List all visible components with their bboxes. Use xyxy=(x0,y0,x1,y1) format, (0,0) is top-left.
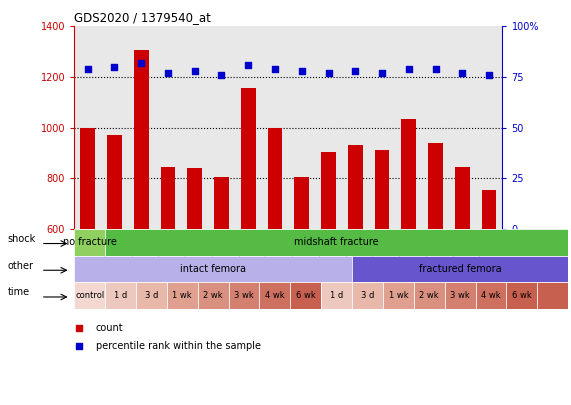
Bar xyxy=(241,88,256,229)
Text: 2 wk: 2 wk xyxy=(203,291,223,300)
Text: 6 wk: 6 wk xyxy=(512,291,532,300)
Point xyxy=(136,60,146,66)
Bar xyxy=(81,128,95,229)
Bar xyxy=(414,282,445,309)
Text: 6 wk: 6 wk xyxy=(296,291,316,300)
Bar xyxy=(74,282,105,309)
Bar xyxy=(198,282,228,309)
Bar xyxy=(295,177,309,229)
Point xyxy=(163,70,172,76)
Bar xyxy=(428,143,443,229)
Text: no fracture: no fracture xyxy=(63,237,116,247)
Text: percentile rank within the sample: percentile rank within the sample xyxy=(96,341,260,352)
Bar xyxy=(136,282,167,309)
Text: shock: shock xyxy=(7,234,35,244)
Text: 4 wk: 4 wk xyxy=(265,291,285,300)
Bar xyxy=(290,282,321,309)
Point xyxy=(377,70,387,76)
Bar xyxy=(259,282,290,309)
Point xyxy=(485,72,494,78)
Point xyxy=(351,68,360,74)
Bar xyxy=(134,50,148,229)
Bar xyxy=(74,229,105,256)
Bar xyxy=(352,282,383,309)
Bar xyxy=(321,151,336,229)
Point xyxy=(271,66,280,72)
Bar xyxy=(348,145,363,229)
Bar xyxy=(455,167,470,229)
Text: 1 d: 1 d xyxy=(330,291,343,300)
Point xyxy=(244,62,253,68)
Bar xyxy=(187,168,202,229)
Bar xyxy=(375,150,389,229)
Text: 4 wk: 4 wk xyxy=(481,291,501,300)
Text: other: other xyxy=(7,261,34,271)
Point xyxy=(297,68,306,74)
Bar xyxy=(268,128,282,229)
Bar xyxy=(321,282,352,309)
Point xyxy=(404,66,413,72)
Bar xyxy=(482,190,496,229)
Text: midshaft fracture: midshaft fracture xyxy=(294,237,379,247)
Bar xyxy=(160,167,175,229)
Bar xyxy=(506,282,537,309)
Bar xyxy=(383,282,414,309)
Bar xyxy=(107,135,122,229)
Bar xyxy=(214,177,229,229)
Bar xyxy=(401,119,416,229)
Text: GDS2020 / 1379540_at: GDS2020 / 1379540_at xyxy=(74,11,211,24)
Point xyxy=(324,70,333,76)
Point xyxy=(431,66,440,72)
Bar xyxy=(74,256,352,282)
Point xyxy=(190,68,199,74)
Text: fractured femora: fractured femora xyxy=(419,264,501,274)
Point xyxy=(74,343,83,350)
Text: intact femora: intact femora xyxy=(180,264,246,274)
Bar xyxy=(167,282,198,309)
Text: 2 wk: 2 wk xyxy=(420,291,439,300)
Point xyxy=(458,70,467,76)
Point xyxy=(110,64,119,70)
Point xyxy=(217,72,226,78)
Text: 1 wk: 1 wk xyxy=(388,291,408,300)
Bar xyxy=(537,282,568,309)
Point xyxy=(83,66,92,72)
Bar xyxy=(352,256,568,282)
Text: 1 d: 1 d xyxy=(114,291,127,300)
Text: 1 wk: 1 wk xyxy=(172,291,192,300)
Bar xyxy=(445,282,476,309)
Bar xyxy=(105,282,136,309)
Text: 3 wk: 3 wk xyxy=(450,291,470,300)
Text: control: control xyxy=(75,291,104,300)
Bar xyxy=(476,282,506,309)
Text: count: count xyxy=(96,323,123,333)
Text: 3 d: 3 d xyxy=(361,291,374,300)
Text: time: time xyxy=(7,288,30,297)
Point xyxy=(74,325,83,331)
Text: 3 wk: 3 wk xyxy=(234,291,254,300)
Text: 3 d: 3 d xyxy=(144,291,158,300)
Bar xyxy=(228,282,259,309)
